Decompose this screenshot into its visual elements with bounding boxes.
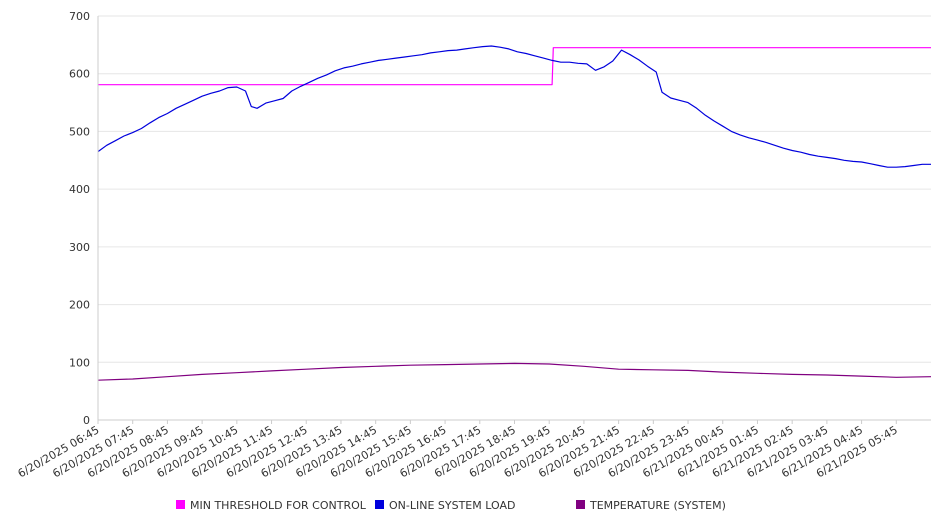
- y-tick-label: 700: [69, 10, 90, 23]
- y-tick-label: 300: [69, 241, 90, 254]
- y-tick-label: 100: [69, 356, 90, 369]
- grid: [98, 15, 931, 363]
- series-line-2: [97, 45, 931, 168]
- x-tick-labels: 6/20/2025 06:456/20/2025 07:456/20/2025 …: [16, 420, 900, 480]
- legend-swatch: [375, 500, 384, 509]
- legend-swatch: [576, 500, 585, 509]
- y-tick-label: 600: [69, 68, 90, 81]
- series-line-3: [97, 362, 932, 381]
- legend-label: MIN THRESHOLD FOR CONTROL: [190, 499, 367, 512]
- series-line-1: [98, 47, 931, 86]
- y-tick-label: 500: [69, 125, 90, 138]
- y-tick-labels: 0 100 200 300 400 500 600 700: [69, 10, 90, 427]
- series-layer: [97, 45, 932, 381]
- legend-swatch: [176, 500, 185, 509]
- y-tick-label: 200: [69, 299, 90, 312]
- y-tick-label: 0: [83, 414, 90, 427]
- y-tick-label: 400: [69, 183, 90, 196]
- axes: [97, 16, 931, 421]
- legend-label: ON-LINE SYSTEM LOAD: [389, 499, 515, 512]
- legend: MIN THRESHOLD FOR CONTROL ON-LINE SYSTEM …: [176, 499, 726, 512]
- legend-label: TEMPERATURE (SYSTEM): [589, 499, 726, 512]
